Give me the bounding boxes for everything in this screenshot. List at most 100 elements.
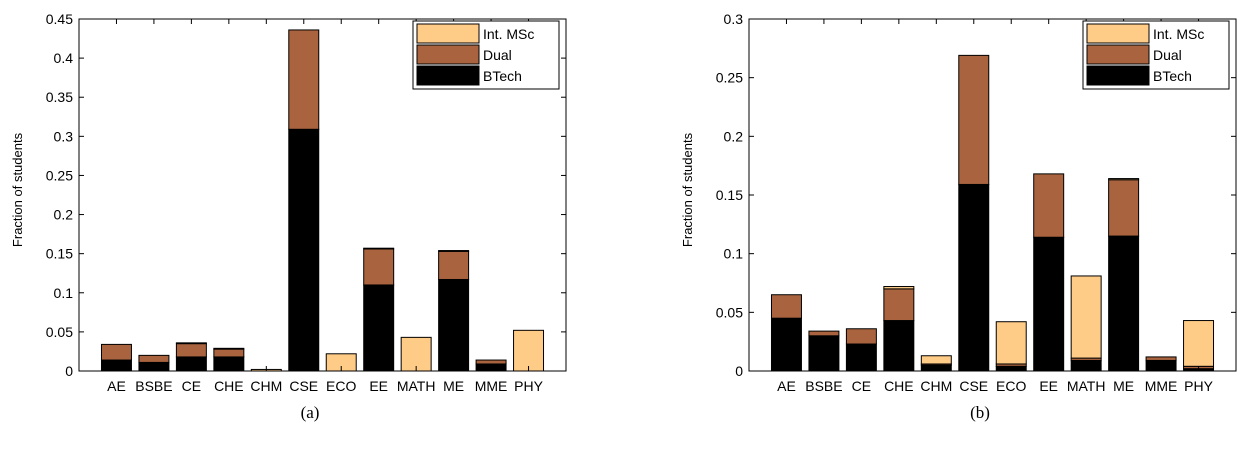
bar-dual-bsbe: [808, 330, 840, 337]
y-tick-label: 0.15: [46, 246, 73, 262]
legend: Int. MSc Dual BTech: [1082, 20, 1230, 90]
y-tick-label: 0.15: [716, 187, 743, 203]
legend-label: Dual: [1153, 47, 1182, 63]
bar-int-msc-phy: [1183, 320, 1215, 367]
y-tick-label: 0.2: [54, 207, 74, 223]
bar-int-msc-math: [400, 336, 432, 372]
bar-int-msc-me: [1108, 178, 1140, 181]
bar-dual-me: [1108, 179, 1140, 237]
bar-dual-ae: [100, 343, 132, 361]
x-tick-label: CSE: [289, 378, 318, 394]
x-tick-label: MME: [475, 378, 508, 394]
bar-int-msc-eco: [995, 321, 1027, 365]
y-axis-label: Fraction of students: [680, 132, 695, 247]
x-tick-label: ME: [443, 378, 464, 394]
x-tick-label: EE: [1039, 378, 1058, 394]
bar-dual-cse: [958, 54, 990, 185]
bar-btech-bsbe: [808, 335, 840, 372]
panel-caption: (b): [970, 403, 990, 422]
bar-int-msc-phy: [513, 329, 545, 372]
legend-swatch-btech: [1086, 65, 1150, 86]
bar-dual-ee: [363, 248, 395, 286]
x-tick-label: BSBE: [135, 378, 172, 394]
bar-dual-ae: [770, 294, 802, 319]
bar-int-msc-chm: [920, 355, 952, 365]
x-tick-label: AE: [777, 378, 796, 394]
y-tick-label: 0.45: [46, 11, 73, 27]
bar-dual-che: [213, 348, 245, 358]
legend-label: Int. MSc: [483, 26, 534, 42]
y-tick-label: 0.25: [716, 70, 743, 86]
y-tick-label: 0.1: [724, 246, 744, 262]
legend-swatch-dual: [1086, 44, 1150, 65]
bar-int-msc-che: [883, 286, 915, 290]
axes-box: [78, 18, 567, 372]
x-tick-label: CHM: [250, 378, 282, 394]
x-tick-label: CHE: [884, 378, 914, 394]
y-tick-label: 0.4: [54, 50, 74, 66]
x-tick-label: CE: [182, 378, 201, 394]
legend-label: BTech: [1153, 68, 1192, 84]
bar-int-msc-math: [1070, 275, 1102, 359]
x-tick-label: AE: [107, 378, 126, 394]
x-tick-label: PHY: [514, 378, 543, 394]
y-tick-label: 0.35: [46, 89, 73, 105]
x-tick-label: CHM: [920, 378, 952, 394]
legend-swatch-int-msc: [1086, 23, 1150, 44]
bar-dual-ce: [175, 343, 207, 358]
bar-btech-ee: [363, 284, 395, 372]
panel-b: Fraction of students (b) 0 0.05 0.1 0.15 0.2…: [680, 11, 1237, 422]
legend: Int. MSc Dual BTech: [412, 20, 560, 90]
y-tick-label: 0.3: [54, 128, 74, 144]
y-tick-label: 0: [65, 363, 73, 379]
legend-swatch-int-msc: [416, 23, 480, 44]
x-tick-label: CHE: [214, 378, 244, 394]
bar-btech-ae: [770, 317, 802, 372]
bar-btech-me: [1108, 235, 1140, 372]
bar-int-msc-ce: [175, 342, 207, 345]
y-tick-label: 0.05: [716, 304, 743, 320]
bar-dual-ee: [1033, 173, 1065, 238]
y-tick-label: 0.1: [54, 285, 74, 301]
y-tick-label: 0.2: [724, 128, 744, 144]
axes-box: [748, 18, 1237, 372]
bar-dual-me: [438, 250, 470, 280]
y-axis-label: Fraction of students: [10, 132, 25, 247]
bar-int-msc-me: [438, 250, 470, 252]
x-tick-label: MME: [1145, 378, 1178, 394]
bar-dual-mme: [1145, 356, 1177, 361]
x-tick-label: CE: [852, 378, 871, 394]
bar-btech-che: [883, 320, 915, 372]
y-tick-label: 0.25: [46, 167, 73, 183]
x-tick-label: CSE: [959, 378, 988, 394]
x-tick-label: ECO: [326, 378, 356, 394]
legend-label: Int. MSc: [1153, 26, 1204, 42]
bar-btech-ee: [1033, 236, 1065, 372]
x-tick-label: EE: [369, 378, 388, 394]
legend-swatch-btech: [416, 65, 480, 86]
x-tick-label: MATH: [1067, 378, 1106, 394]
legend-label: BTech: [483, 68, 522, 84]
y-tick-label: 0.05: [46, 324, 73, 340]
x-tick-label: ECO: [996, 378, 1026, 394]
bar-dual-che: [883, 288, 915, 322]
panel-caption: (a): [301, 403, 320, 422]
x-tick-label: ME: [1113, 378, 1134, 394]
x-tick-label: MATH: [397, 378, 436, 394]
bar-dual-ce: [845, 328, 877, 345]
legend-swatch-dual: [416, 44, 480, 65]
y-tick-label: 0.3: [724, 11, 744, 27]
bar-dual-cse: [288, 29, 320, 130]
panel-a: Fraction of students (a) 0 0.05 0.1 0.15 0.2…: [10, 11, 567, 422]
bar-int-msc-ee: [363, 247, 395, 250]
bar-dual-bsbe: [138, 354, 170, 363]
x-tick-label: PHY: [1184, 378, 1213, 394]
bar-btech-cse: [958, 183, 990, 372]
y-tick-label: 0: [735, 363, 743, 379]
bar-int-msc-che: [213, 347, 245, 350]
legend-label: Dual: [483, 47, 512, 63]
x-tick-label: BSBE: [805, 378, 842, 394]
bar-btech-cse: [288, 128, 320, 372]
bar-btech-me: [438, 278, 470, 372]
